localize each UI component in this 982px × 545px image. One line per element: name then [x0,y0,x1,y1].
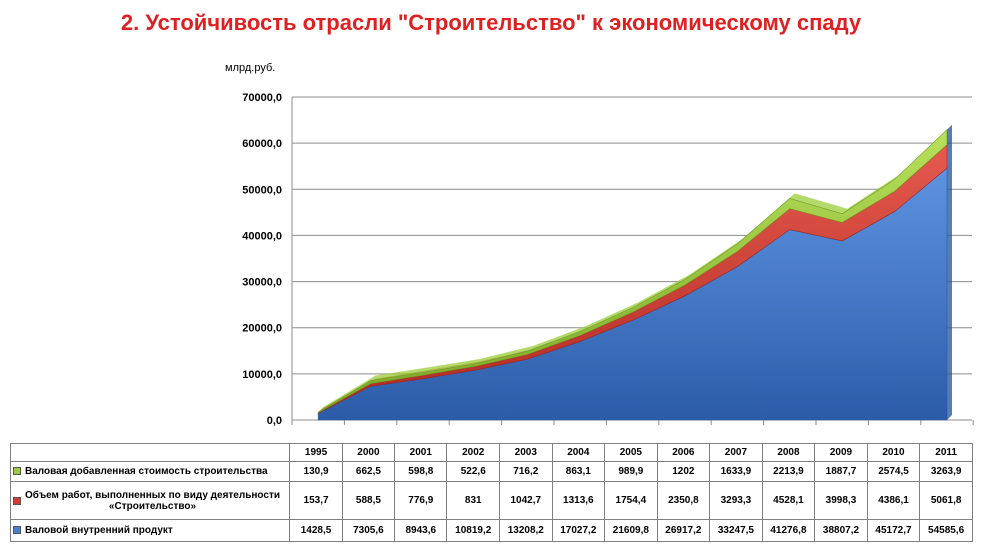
year-cell: 2003 [499,443,553,462]
y-tick-label: 20000,0 [242,323,282,335]
value-cell: 662,5 [341,461,396,482]
value-cell: 989,9 [604,461,658,482]
value-cell: 33247,5 [709,519,763,542]
value-cell: 2213,9 [761,461,816,482]
value-cell: 1202 [656,461,711,482]
year-cell: 2009 [814,443,868,462]
value-cell: 863,1 [551,461,606,482]
year-cell: 2004 [551,443,606,462]
value-cell: 1887,7 [814,461,868,482]
value-cell: 153,7 [289,481,343,520]
year-cell: 2005 [604,443,658,462]
value-cell: 38807,2 [814,519,868,542]
table-corner-cell [9,443,291,462]
row-label-gdp: Валовой внутренний продукт [9,519,291,542]
value-cell: 13208,2 [499,519,553,542]
y-tick-label: 30000,0 [242,277,282,289]
chart-title: 2. Устойчивость отрасли "Строительство" … [120,10,862,35]
legend-swatch-blue [13,526,21,535]
value-cell: 776,9 [394,481,448,520]
y-tick-label: 70000,0 [242,92,282,104]
value-cell: 588,5 [341,481,396,520]
value-cell: 1313,6 [551,481,606,520]
value-cell: 45172,7 [866,519,921,542]
series-areas [317,124,952,421]
table-row-construction-gva: Валовая добавленная стоимость строительс… [9,461,973,482]
value-cell: 2574,5 [866,461,921,482]
value-cell: 21609,8 [604,519,658,542]
row-label-construction-volume: Объем работ, выполненных по виду деятель… [9,481,291,520]
data-table: 1995 2000 2001 2002 2003 2004 2005 2006 … [9,443,973,542]
value-cell: 3293,3 [709,481,763,520]
value-cell: 3263,9 [919,461,973,482]
value-cell: 2350,8 [656,481,711,520]
year-cell: 1995 [289,443,343,462]
y-tick-label: 40000,0 [242,230,282,242]
y-tick-label: 60000,0 [242,138,282,150]
table-row-years: 1995 2000 2001 2002 2003 2004 2005 2006 … [9,443,973,462]
y-tick-label: 10000,0 [242,369,282,381]
value-cell: 522,6 [446,461,501,482]
value-cell: 8943,6 [394,519,448,542]
y-tick-label: 0,0 [267,415,282,427]
year-cell: 2010 [866,443,921,462]
legend-swatch-green [13,467,21,476]
year-cell: 2000 [341,443,396,462]
table-row-construction-volume: Объем работ, выполненных по виду деятель… [9,481,973,520]
value-cell: 7305,6 [341,519,396,542]
value-cell: 41276,8 [761,519,816,542]
value-cell: 54585,6 [919,519,973,542]
value-cell: 1042,7 [499,481,553,520]
year-cell: 2011 [919,443,973,462]
y-tick-label: 50000,0 [242,184,282,196]
area-side-face [947,124,952,420]
value-cell: 831 [446,481,501,520]
value-cell: 4528,1 [761,481,816,520]
value-cell: 4386,1 [866,481,921,520]
value-cell: 5061,8 [919,481,973,520]
value-cell: 26917,2 [656,519,711,542]
year-cell: 2001 [394,443,448,462]
value-cell: 10819,2 [446,519,501,542]
value-cell: 598,8 [394,461,448,482]
value-cell: 1428,5 [289,519,343,542]
year-cell: 2006 [656,443,711,462]
year-cell: 2008 [761,443,816,462]
series-area-top-2 [318,124,952,413]
y-axis-ticks: 0,0 10000,0 20000,0 30000,0 40000,0 50000,0 60… [242,92,282,427]
y-axis-unit-label: млрд.руб. [225,62,276,74]
legend-swatch-red [13,496,21,505]
table-row-gdp: Валовой внутренний продукт 1428,5 7305,6… [9,519,973,542]
value-cell: 3998,3 [814,481,868,520]
row-label-construction-gva: Валовая добавленная стоимость строительс… [9,461,291,482]
value-cell: 1754,4 [604,481,658,520]
value-cell: 130,9 [289,461,343,482]
year-cell: 2002 [446,443,501,462]
value-cell: 17027,2 [551,519,606,542]
year-cell: 2007 [709,443,763,462]
value-cell: 1633,9 [709,461,763,482]
value-cell: 716,2 [499,461,553,482]
